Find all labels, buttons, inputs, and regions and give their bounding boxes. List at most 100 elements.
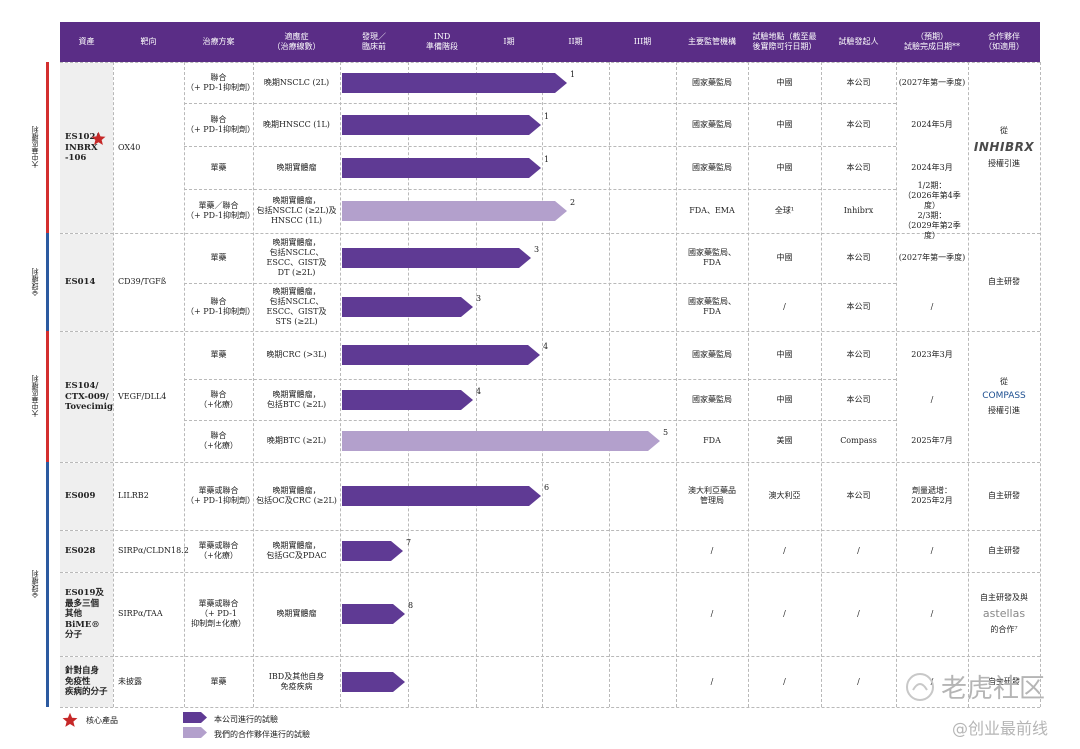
grid-column-line bbox=[748, 62, 749, 707]
indication: 晚期實體瘤， 包括NSCLC (≥2L)及 HNSCC (1L) bbox=[256, 196, 337, 225]
trial-site: / bbox=[783, 609, 786, 618]
progress-arrow bbox=[342, 248, 531, 268]
regimen: 聯合 （+ PD-1抑制劑） bbox=[186, 72, 255, 92]
regulator: 國家藥監局 bbox=[692, 119, 732, 129]
progress-arrow bbox=[342, 157, 541, 178]
completion-date: 1/2期： （2026年第4季度） 2/3期： （2029年第2季度） bbox=[903, 181, 961, 240]
partner-logo: INHIBRX bbox=[973, 140, 1035, 154]
regimen: 單藥 bbox=[210, 162, 227, 172]
regimen: 聯合 （+化療） bbox=[199, 431, 238, 450]
trial-site: 中國 bbox=[776, 162, 793, 172]
partner-text: 授權引進 bbox=[988, 406, 1020, 416]
indication: 晚期實體瘤 bbox=[276, 609, 317, 618]
trial-site: 中國 bbox=[776, 77, 793, 87]
grid-column-line bbox=[253, 62, 254, 707]
trial-site: 中國 bbox=[776, 253, 793, 262]
legend-own-trial-arrow-icon bbox=[183, 712, 207, 723]
sponsor: Inhibrx bbox=[843, 206, 874, 215]
partner-cell: 從 COMPASS 授權引進 bbox=[968, 331, 1040, 462]
footnote-marker: 5 bbox=[663, 428, 669, 437]
regulator: 國家藥監局 bbox=[692, 77, 732, 87]
partner-text: 從 bbox=[1000, 126, 1008, 135]
footnote-marker: 2 bbox=[570, 198, 576, 207]
rights-label: 大中華區權利 bbox=[31, 126, 39, 169]
header-phase1: I期 bbox=[476, 22, 542, 62]
progress-arrow bbox=[342, 604, 405, 624]
regimen: 單藥 bbox=[210, 253, 227, 262]
grid-row-line bbox=[60, 707, 1040, 708]
completion-date: (2027年第一季度) bbox=[898, 253, 966, 262]
target-name: 未披露 bbox=[118, 676, 142, 686]
indication: 晚期CRC (>3L) bbox=[266, 350, 327, 359]
sponsor: 本公司 bbox=[846, 77, 871, 87]
indication: 晚期實體瘤， 包括GC及PDAC bbox=[266, 541, 327, 560]
target-name: OX40 bbox=[118, 142, 141, 152]
partner-text: 的合作⁷ bbox=[990, 624, 1018, 634]
trial-site: / bbox=[783, 676, 786, 686]
header-discovery: 發現／ 臨床前 bbox=[340, 22, 408, 62]
grid-row-line bbox=[60, 572, 1040, 573]
indication: IBD及其他自身 免疫疾病 bbox=[268, 671, 325, 691]
grid-row-line bbox=[184, 189, 896, 190]
sponsor: 本公司 bbox=[846, 350, 871, 359]
trial-site: 澳大利亞 bbox=[768, 491, 801, 500]
regulator: / bbox=[710, 676, 714, 686]
partner-cell: 自主研發 bbox=[968, 462, 1040, 530]
grid-column-line bbox=[408, 62, 409, 707]
legend-own-trial: 本公司進行的試驗 bbox=[214, 715, 278, 724]
progress-arrow bbox=[342, 389, 473, 410]
trial-site: 中國 bbox=[776, 119, 793, 129]
regimen: 單藥或聯合 （+ PD-1 抑制劑±化療） bbox=[191, 599, 246, 628]
completion-date: / bbox=[930, 546, 934, 555]
header-regulator: 主要監管機構 bbox=[676, 22, 748, 62]
completion-date: 2024年3月 bbox=[911, 162, 953, 172]
partner-cell: 自主研發 bbox=[968, 656, 1040, 707]
partner-cell: 從 INHIBRX 授權引進 bbox=[968, 62, 1040, 233]
regulator: 澳大利亞藥品 管理局 bbox=[688, 486, 736, 505]
header-asset: 資產 bbox=[60, 22, 113, 62]
grid-row-line bbox=[184, 146, 896, 147]
progress-arrow bbox=[342, 671, 405, 692]
regulator: FDA bbox=[703, 436, 721, 445]
footnote-marker: 3 bbox=[476, 294, 482, 303]
completion-date: 2023年3月 bbox=[911, 350, 953, 359]
partner-text: 授權引進 bbox=[988, 159, 1020, 168]
partner-text: 自主研發 bbox=[988, 676, 1020, 686]
indication: 晚期實體瘤， 包括BTC (≥2L) bbox=[266, 389, 327, 409]
grid-row-line bbox=[184, 103, 896, 104]
indication: 晚期實體瘤 bbox=[276, 162, 317, 172]
trial-site: / bbox=[783, 302, 786, 311]
partner-cell: 自主研發 bbox=[968, 233, 1040, 331]
rights-bar bbox=[46, 462, 49, 707]
watermark-startup-frontline: @创业最前线 bbox=[952, 719, 1049, 738]
sponsor: 本公司 bbox=[846, 162, 871, 172]
footnote-marker: 8 bbox=[408, 601, 414, 610]
completion-date: / bbox=[930, 394, 934, 404]
header-site: 試驗地點（截至最 後實際可行日期） bbox=[748, 22, 821, 62]
header-target: 靶向 bbox=[113, 22, 184, 62]
regimen: 單藥或聯合 （+化療） bbox=[198, 541, 239, 560]
sponsor: / bbox=[857, 676, 860, 686]
partner-logo: astellas bbox=[982, 607, 1026, 621]
target-name: SIRPα/TAA bbox=[118, 609, 163, 618]
regimen: 單藥／聯合 （+ PD-1抑制劑） bbox=[186, 201, 255, 220]
rights-bar bbox=[46, 62, 49, 233]
grid-column-line bbox=[968, 62, 969, 707]
footnote-marker: 1 bbox=[544, 111, 550, 121]
grid-row-line bbox=[60, 462, 1040, 463]
rights-bar bbox=[46, 233, 49, 331]
target-name: LILRB2 bbox=[118, 491, 149, 500]
footnote-marker: 6 bbox=[544, 483, 550, 492]
regimen: 單藥 bbox=[210, 350, 227, 359]
completion-date: / bbox=[930, 302, 934, 311]
rights-label: 全球權利 bbox=[31, 268, 39, 296]
partner-text: 自主研發 bbox=[988, 491, 1020, 500]
footnote-marker: 4 bbox=[543, 342, 549, 351]
grid-column-line bbox=[184, 62, 185, 707]
trial-site: 中國 bbox=[776, 394, 793, 404]
progress-arrow bbox=[342, 345, 540, 365]
header-ind: IND 準備階段 bbox=[408, 22, 476, 62]
asset-name: ES104/ CTX-009/ Tovecimig bbox=[60, 332, 113, 462]
footnote-marker: 1 bbox=[570, 69, 576, 79]
header-phase3: III期 bbox=[609, 22, 676, 62]
